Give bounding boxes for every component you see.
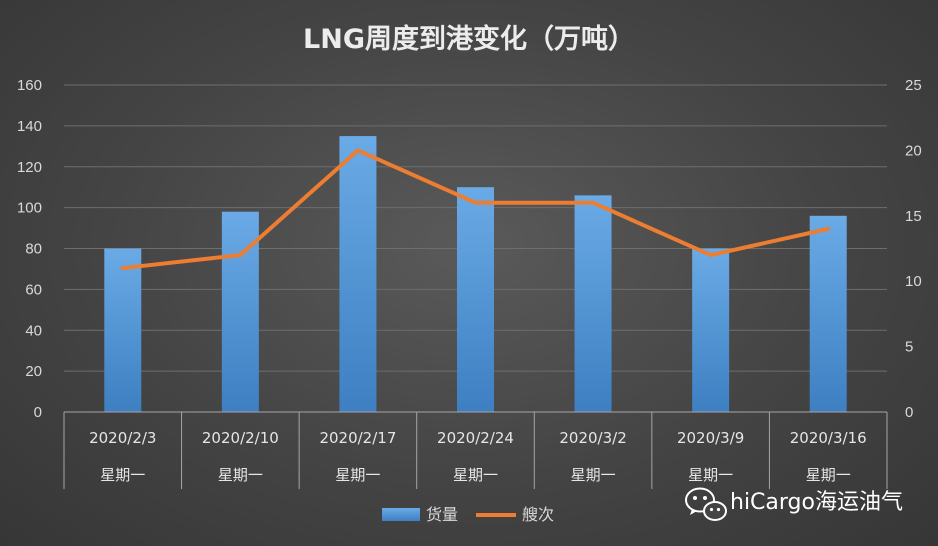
y-left-tick-label: 80 — [25, 241, 42, 258]
x-tick-sublabel: 星期一 — [335, 466, 380, 484]
bar-series — [104, 136, 847, 412]
bar — [574, 195, 612, 412]
y-right-tick-label: 0 — [905, 404, 913, 421]
x-tick-label: 2020/3/2 — [559, 429, 626, 447]
bar — [339, 136, 377, 412]
y-left-tick-label: 140 — [17, 118, 42, 135]
x-tick-label: 2020/2/10 — [202, 429, 279, 447]
y-left-tick-label: 40 — [25, 322, 42, 339]
y-left-tick-label: 120 — [17, 159, 42, 176]
x-tick-label: 2020/3/16 — [790, 429, 867, 447]
x-tick-sublabel: 星期一 — [453, 466, 498, 484]
y-left-tick-label: 20 — [25, 363, 42, 380]
y-left-tick-label: 160 — [17, 77, 42, 94]
x-tick-sublabel: 星期一 — [100, 466, 145, 484]
line-series — [120, 148, 831, 271]
x-tick-label: 2020/2/3 — [89, 429, 156, 447]
legend-label-line: 艘次 — [522, 505, 554, 524]
legend-swatch-bar — [382, 508, 420, 521]
y-left-tick-label: 0 — [34, 404, 42, 421]
x-tick-label: 2020/3/9 — [677, 429, 744, 447]
bar — [104, 248, 142, 412]
y-right-tick-label: 15 — [905, 208, 922, 225]
legend-label-bar: 货量 — [426, 505, 458, 524]
x-tick-sublabel: 星期一 — [571, 466, 616, 484]
x-tick-label: 2020/2/24 — [437, 429, 514, 447]
bar — [457, 187, 494, 412]
axes: 0 20 40 60 80 100 120 140 160 0 5 10 15 20 25 2020/2/3 星… — [17, 77, 922, 489]
watermark-text: hiCargo海运油气 — [730, 490, 903, 515]
bar — [809, 215, 847, 412]
watermark: hiCargo海运油气 — [685, 487, 903, 521]
x-tick-label: 2020/2/17 — [319, 429, 396, 447]
y-right-tick-label: 5 — [905, 339, 913, 356]
y-left-tick-label: 100 — [17, 200, 42, 217]
x-tick-sublabel: 星期一 — [806, 466, 851, 484]
bar — [692, 248, 730, 412]
wechat-icon — [685, 487, 727, 521]
chart-title: LNG周度到港变化（万吨） — [303, 23, 635, 55]
x-tick-sublabel: 星期一 — [688, 466, 733, 484]
legend: 货量 艘次 — [382, 505, 554, 524]
y-right-tick-label: 25 — [905, 77, 922, 94]
y-right-tick-label: 20 — [905, 142, 922, 159]
y-right-tick-label: 10 — [905, 273, 922, 290]
y-left-tick-label: 60 — [25, 281, 42, 298]
x-tick-sublabel: 星期一 — [218, 466, 263, 484]
